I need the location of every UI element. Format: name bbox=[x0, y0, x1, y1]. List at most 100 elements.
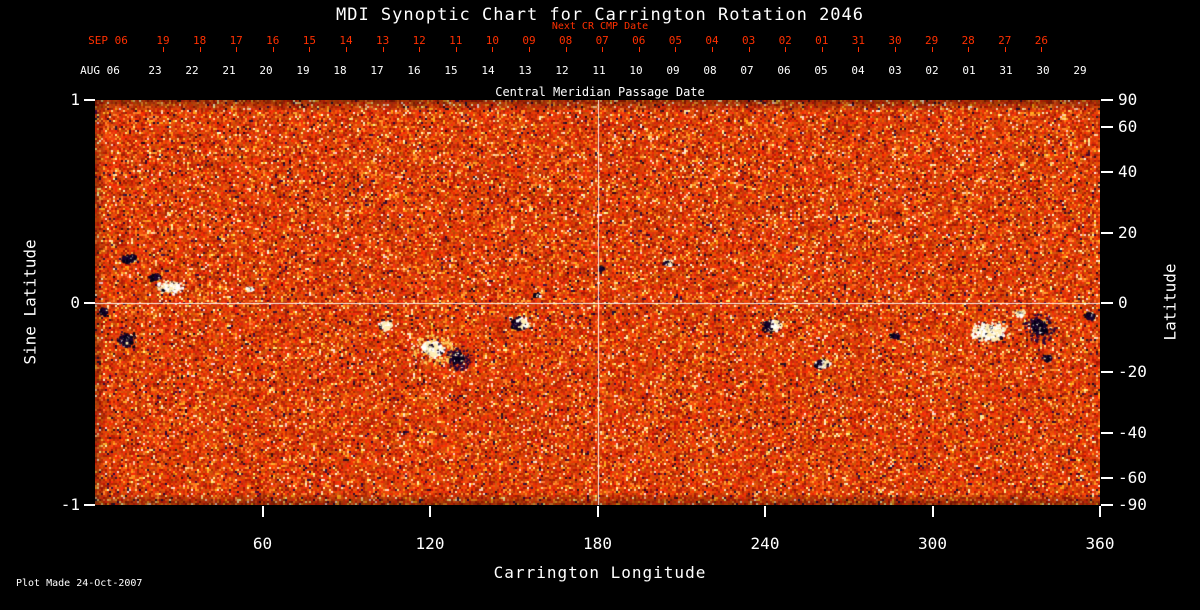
next-cr-date-tick bbox=[309, 47, 311, 52]
cmp-date-label: 06 bbox=[777, 64, 791, 77]
next-cr-date-tick bbox=[895, 47, 896, 52]
next-cr-date-label: 30 bbox=[888, 34, 902, 47]
cmp-date-label: 15 bbox=[444, 64, 458, 77]
latitude-tick bbox=[1101, 476, 1113, 479]
cmp-date-label: 31 bbox=[999, 64, 1013, 77]
next-cr-date-tick bbox=[272, 47, 274, 52]
next-cr-date-label: 19 bbox=[156, 34, 170, 47]
next-cr-date-tick bbox=[1004, 47, 1006, 52]
longitude-tick bbox=[764, 506, 766, 517]
next-cr-date-label: 28 bbox=[961, 34, 975, 47]
next-cr-date-label: 07 bbox=[595, 34, 609, 47]
next-cr-date-tick bbox=[931, 47, 933, 52]
next-cr-date-label: 09 bbox=[522, 34, 536, 47]
next-cr-date-label: 04 bbox=[705, 34, 719, 47]
next-cr-date-tick bbox=[712, 47, 713, 52]
next-cr-date-label: 31 bbox=[851, 34, 866, 47]
latitude-tick bbox=[1101, 126, 1113, 129]
cmp-date-label: 07 bbox=[740, 64, 754, 77]
longitude-tick-label: 360 bbox=[1085, 534, 1115, 553]
cmp-date-label: 21 bbox=[222, 64, 236, 77]
next-cr-date-tick bbox=[419, 47, 421, 52]
latitude-tick-label: 90 bbox=[1118, 90, 1138, 109]
next-cr-date-tick bbox=[675, 47, 677, 52]
next-cr-date-tick bbox=[858, 47, 860, 52]
longitude-tick-label: 60 bbox=[252, 534, 273, 553]
next-cr-date-label: 13 bbox=[375, 34, 390, 47]
latitude-tick-label: 60 bbox=[1118, 117, 1138, 137]
cmp-date-label: 03 bbox=[888, 64, 902, 77]
cmp-date-label: 02 bbox=[925, 64, 939, 77]
next-cr-date-label: 06 bbox=[632, 34, 646, 47]
plot-made-timestamp: Plot Made 24-Oct-2007 bbox=[16, 578, 143, 589]
x-axis-title: Carrington Longitude bbox=[493, 563, 707, 582]
longitude-tick bbox=[596, 506, 599, 517]
cmp-date-label: 09 bbox=[666, 64, 680, 77]
next-cr-date-label: 15 bbox=[302, 34, 317, 47]
chart-title: MDI Synoptic Chart for Carrington Rotati… bbox=[335, 5, 865, 25]
next-cr-date-label: 12 bbox=[412, 34, 426, 47]
next-cr-date-label: 26 bbox=[1034, 34, 1049, 47]
next-cr-date-tick bbox=[199, 47, 201, 52]
latitude-tick-label: 40 bbox=[1118, 162, 1138, 182]
latitude-tick bbox=[1101, 370, 1113, 373]
longitude-tick bbox=[429, 506, 431, 517]
sine-latitude-tick bbox=[84, 504, 95, 506]
cmp-date-label: 05 bbox=[814, 64, 828, 77]
latitude-tick-label: 0 bbox=[1118, 292, 1128, 312]
cmp-date-label: 10 bbox=[629, 64, 643, 77]
next-cr-date-label: 17 bbox=[229, 34, 243, 47]
next-cr-date-label: 18 bbox=[192, 34, 207, 47]
next-cr-date-tick bbox=[346, 47, 347, 52]
next-cr-date-label: 16 bbox=[266, 34, 280, 47]
sine-latitude-tick bbox=[84, 99, 95, 101]
cmp-date-label: 04 bbox=[851, 64, 865, 77]
next-cr-axis-title: Next CR CMP Date bbox=[551, 21, 649, 32]
latitude-tick-label: -90 bbox=[1118, 495, 1147, 514]
sine-latitude-tick bbox=[84, 301, 95, 304]
latitude-tick bbox=[1101, 431, 1113, 434]
next-cr-date-tick bbox=[382, 47, 384, 52]
cmp-date-label: 16 bbox=[407, 64, 421, 77]
cmp-date-label: 23 bbox=[148, 64, 162, 77]
cmp-date-label: 08 bbox=[703, 64, 717, 77]
next-cr-date-tick bbox=[455, 47, 457, 52]
cmp-date-label: 01 bbox=[962, 64, 976, 77]
cmp-date-label: 13 bbox=[518, 64, 532, 77]
sine-latitude-tick-label: 0 bbox=[70, 292, 80, 312]
cmp-date-label: 20 bbox=[259, 64, 273, 77]
latitude-tick-label: -60 bbox=[1118, 467, 1147, 487]
longitude-tick-label: 240 bbox=[750, 534, 780, 553]
cmp-date-label: 19 bbox=[296, 64, 310, 77]
next-cr-date-label: 05 bbox=[668, 34, 683, 47]
next-cr-date-label: 10 bbox=[485, 34, 500, 47]
next-cr-date-label: 29 bbox=[924, 34, 939, 47]
next-cr-date-label: 14 bbox=[339, 34, 353, 47]
next-cr-date-tick bbox=[163, 47, 164, 52]
next-cr-date-label: 08 bbox=[558, 34, 573, 47]
longitude-tick-label: 180 bbox=[583, 534, 612, 553]
cmp-date-label: 11 bbox=[592, 64, 606, 77]
next-cr-date-label: 03 bbox=[741, 34, 756, 47]
next-cr-date-tick bbox=[602, 47, 604, 52]
magnetogram-map bbox=[95, 100, 1100, 505]
cmp-date-label: 14 bbox=[481, 64, 495, 77]
cmp-lead-label: AUG 06 bbox=[80, 64, 120, 77]
cmp-date-label: 12 bbox=[555, 64, 569, 77]
latitude-tick-label: -40 bbox=[1118, 422, 1147, 442]
next-cr-date-label: 11 bbox=[449, 34, 463, 47]
cmp-date-label: 30 bbox=[1036, 64, 1050, 77]
latitude-tick-label: -20 bbox=[1118, 361, 1147, 381]
next-cr-date-tick bbox=[236, 47, 238, 52]
longitude-tick bbox=[931, 506, 934, 517]
longitude-tick-label: 300 bbox=[918, 534, 947, 553]
cmp-date-label: 29 bbox=[1073, 64, 1087, 77]
longitude-tick bbox=[1099, 506, 1101, 517]
next-cr-date-tick bbox=[968, 47, 970, 52]
next-cr-date-label: 27 bbox=[998, 34, 1012, 47]
cmp-date-label: 17 bbox=[370, 64, 384, 77]
next-cr-date-tick bbox=[1041, 47, 1043, 52]
sine-latitude-tick-label: -1 bbox=[60, 495, 80, 514]
